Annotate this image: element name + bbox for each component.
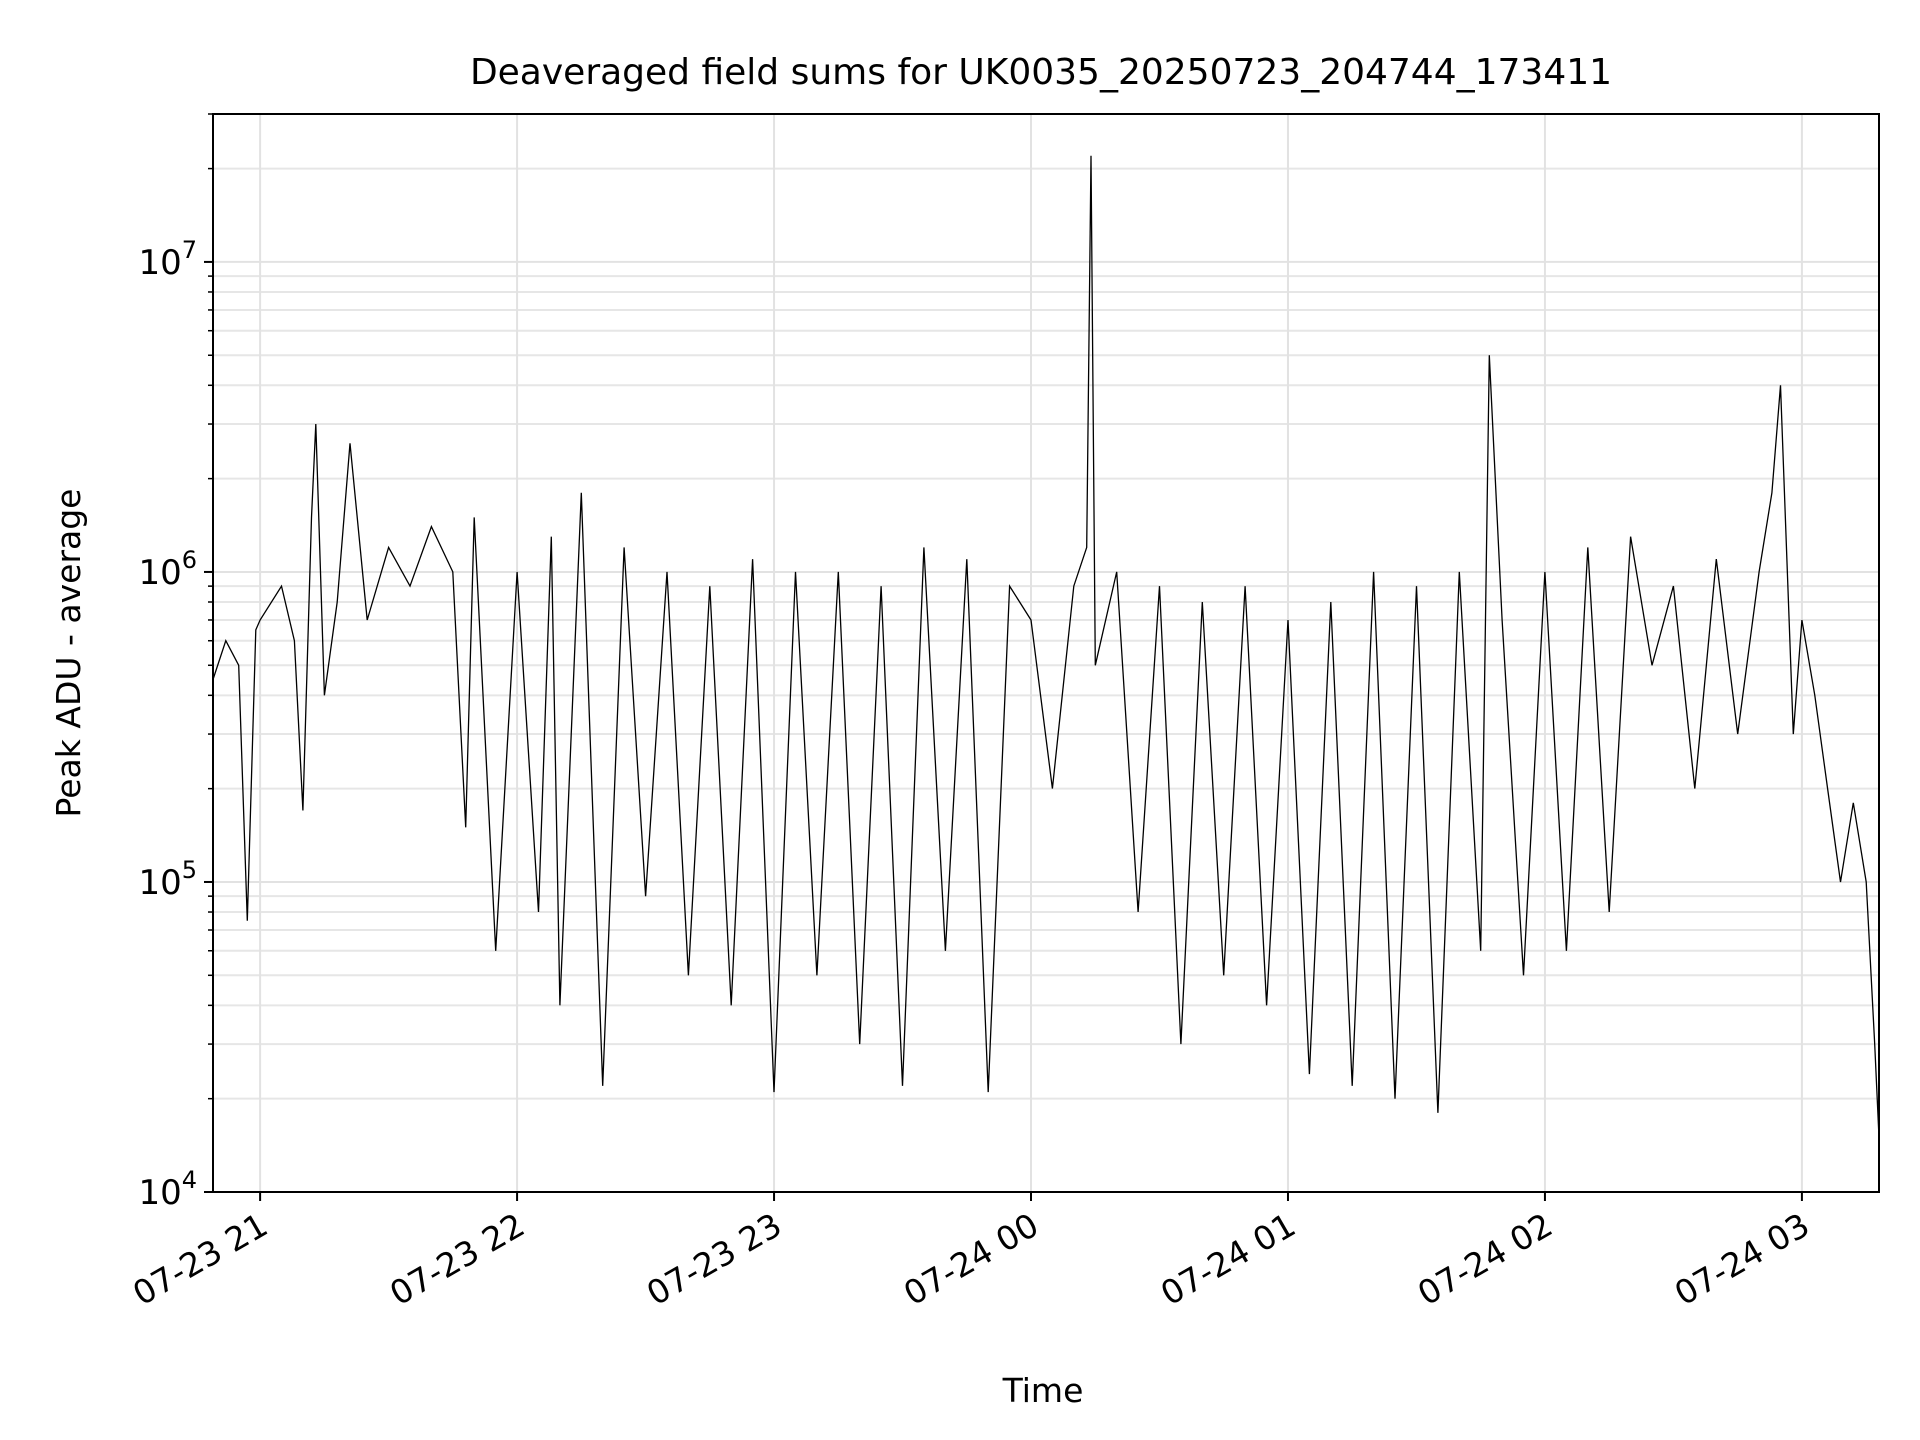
y-tick-label: 104 xyxy=(138,1166,197,1213)
y-axis: 104 105 106 107 xyxy=(138,113,213,1213)
plot-area-frame xyxy=(212,113,1880,1193)
data-series xyxy=(212,155,1880,1138)
y-axis-label: Peak ADU - average xyxy=(49,489,88,818)
chart-title: Deaveraged field sums for UK0035_2025072… xyxy=(470,52,1612,93)
gridlines xyxy=(213,113,1879,1193)
y-tick-label: 107 xyxy=(138,236,197,283)
y-tick-label: 106 xyxy=(138,546,197,593)
y-tick-label: 105 xyxy=(138,856,197,903)
series-line xyxy=(212,155,1880,1138)
x-axis-label: Time xyxy=(1002,1371,1084,1410)
